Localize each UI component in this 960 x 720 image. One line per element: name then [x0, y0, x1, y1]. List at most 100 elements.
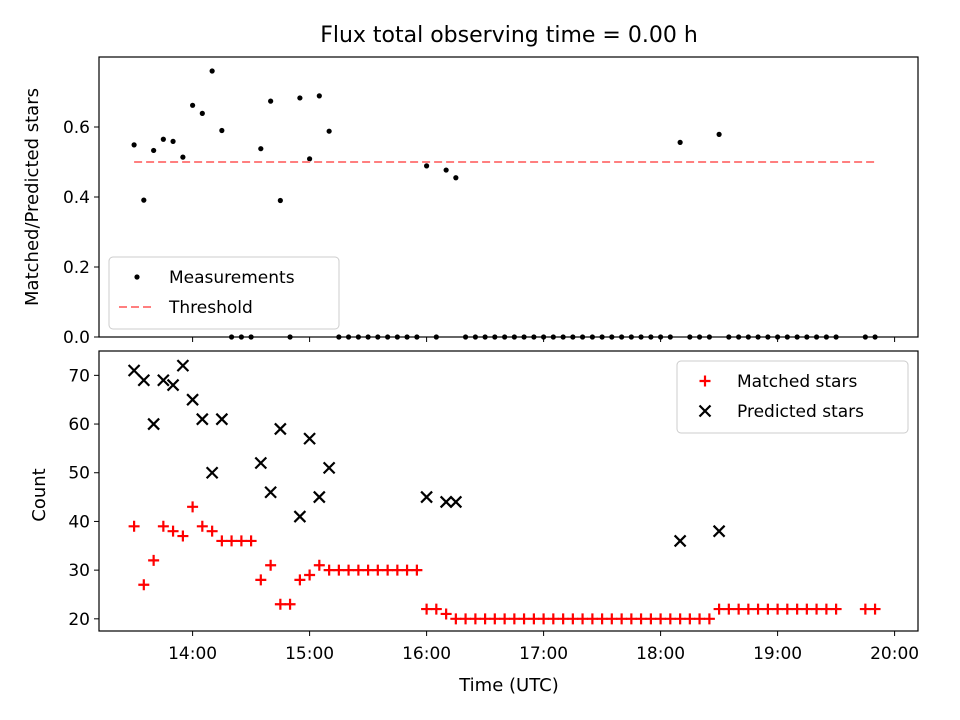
data-point	[762, 603, 774, 615]
data-point	[157, 373, 170, 387]
data-point	[664, 613, 676, 625]
data-point	[258, 146, 264, 152]
data-point	[712, 524, 726, 538]
data-point	[196, 412, 209, 426]
data-point	[703, 613, 715, 625]
data-point	[606, 613, 618, 625]
data-point	[453, 175, 459, 181]
bottom-y-axis-label: Count	[29, 468, 50, 521]
data-point	[811, 603, 823, 615]
data-point	[186, 393, 199, 406]
data-point	[326, 128, 332, 134]
legend-key-measurements	[134, 274, 140, 280]
data-point	[180, 154, 186, 160]
data-point	[577, 613, 589, 625]
data-point	[235, 535, 247, 547]
x-tick-label: 18:00	[636, 644, 685, 664]
data-point	[322, 461, 336, 475]
data-point	[206, 525, 218, 537]
data-point	[216, 535, 228, 547]
data-point	[674, 613, 686, 625]
data-point	[362, 564, 374, 576]
plot-frame	[98, 350, 919, 632]
data-point	[274, 422, 287, 436]
data-point	[508, 613, 520, 625]
x-tick-label: 16:00	[402, 644, 451, 664]
y-tick-label: 60	[68, 415, 90, 435]
data-point	[160, 136, 166, 142]
data-point	[723, 603, 735, 615]
data-point	[596, 613, 608, 625]
chart-title: Flux total observing time = 0.00 h	[320, 23, 698, 48]
data-point	[567, 613, 579, 625]
data-point	[557, 613, 569, 625]
data-point	[138, 579, 150, 591]
data-point	[166, 378, 180, 392]
data-point	[254, 456, 268, 470]
y-tick-label: 30	[68, 561, 90, 581]
data-point	[421, 603, 433, 615]
legend-label: Matched stars	[737, 372, 857, 392]
data-point	[716, 131, 722, 137]
y-tick-label: 0.0	[63, 328, 90, 348]
data-point	[148, 554, 160, 566]
data-point	[209, 68, 215, 74]
top-plot: 0.0 0.2 0.4 0.6 Measurements Threshold	[63, 56, 919, 348]
data-point	[411, 564, 423, 576]
data-point	[450, 613, 462, 625]
data-point	[333, 564, 345, 576]
y-tick-label: 0.6	[63, 118, 90, 138]
data-point	[430, 603, 442, 615]
data-point	[820, 603, 832, 615]
y-tick-label: 0.2	[63, 258, 90, 278]
data-point	[297, 95, 303, 101]
data-point	[268, 98, 274, 104]
data-point	[420, 490, 433, 504]
data-point	[645, 613, 657, 625]
top-y-axis-label: Matched/Predicted stars	[22, 88, 43, 306]
data-point	[518, 613, 530, 625]
data-point	[684, 613, 696, 625]
data-point	[131, 142, 137, 148]
data-point	[151, 147, 157, 154]
data-point	[635, 613, 647, 625]
x-axis-label: Time (UTC)	[458, 675, 559, 696]
legend-key-predicted-stars	[698, 404, 712, 418]
legend-label: Threshold	[168, 298, 253, 318]
legend-label: Predicted stars	[737, 402, 864, 422]
data-point	[586, 613, 598, 625]
legend: Measurements Threshold	[108, 256, 340, 330]
data-point	[255, 574, 267, 586]
x-tick-label: 19:00	[753, 644, 802, 664]
data-point	[469, 613, 481, 625]
data-point	[424, 163, 430, 169]
data-point	[303, 432, 316, 445]
data-point	[547, 613, 559, 625]
data-point	[694, 613, 706, 625]
data-point	[187, 501, 199, 513]
data-point	[830, 603, 842, 615]
data-point	[528, 613, 540, 625]
x-tick-label: 17:00	[519, 644, 568, 664]
data-point	[127, 364, 141, 377]
legend: Matched stars Predicted stars	[676, 360, 909, 434]
data-point	[742, 603, 754, 615]
data-point	[443, 167, 449, 173]
data-point	[752, 603, 764, 615]
data-point	[274, 598, 286, 610]
data-point	[323, 564, 335, 576]
data-point	[616, 613, 628, 625]
data-point	[772, 603, 784, 615]
data-point	[677, 139, 683, 145]
data-point	[372, 564, 384, 576]
data-point	[489, 613, 501, 625]
data-point	[538, 613, 550, 625]
data-point	[219, 127, 225, 134]
data-point	[265, 559, 277, 571]
data-point	[294, 574, 306, 586]
data-point	[439, 495, 453, 509]
legend-label: Measurements	[169, 268, 295, 288]
data-point	[141, 197, 147, 203]
